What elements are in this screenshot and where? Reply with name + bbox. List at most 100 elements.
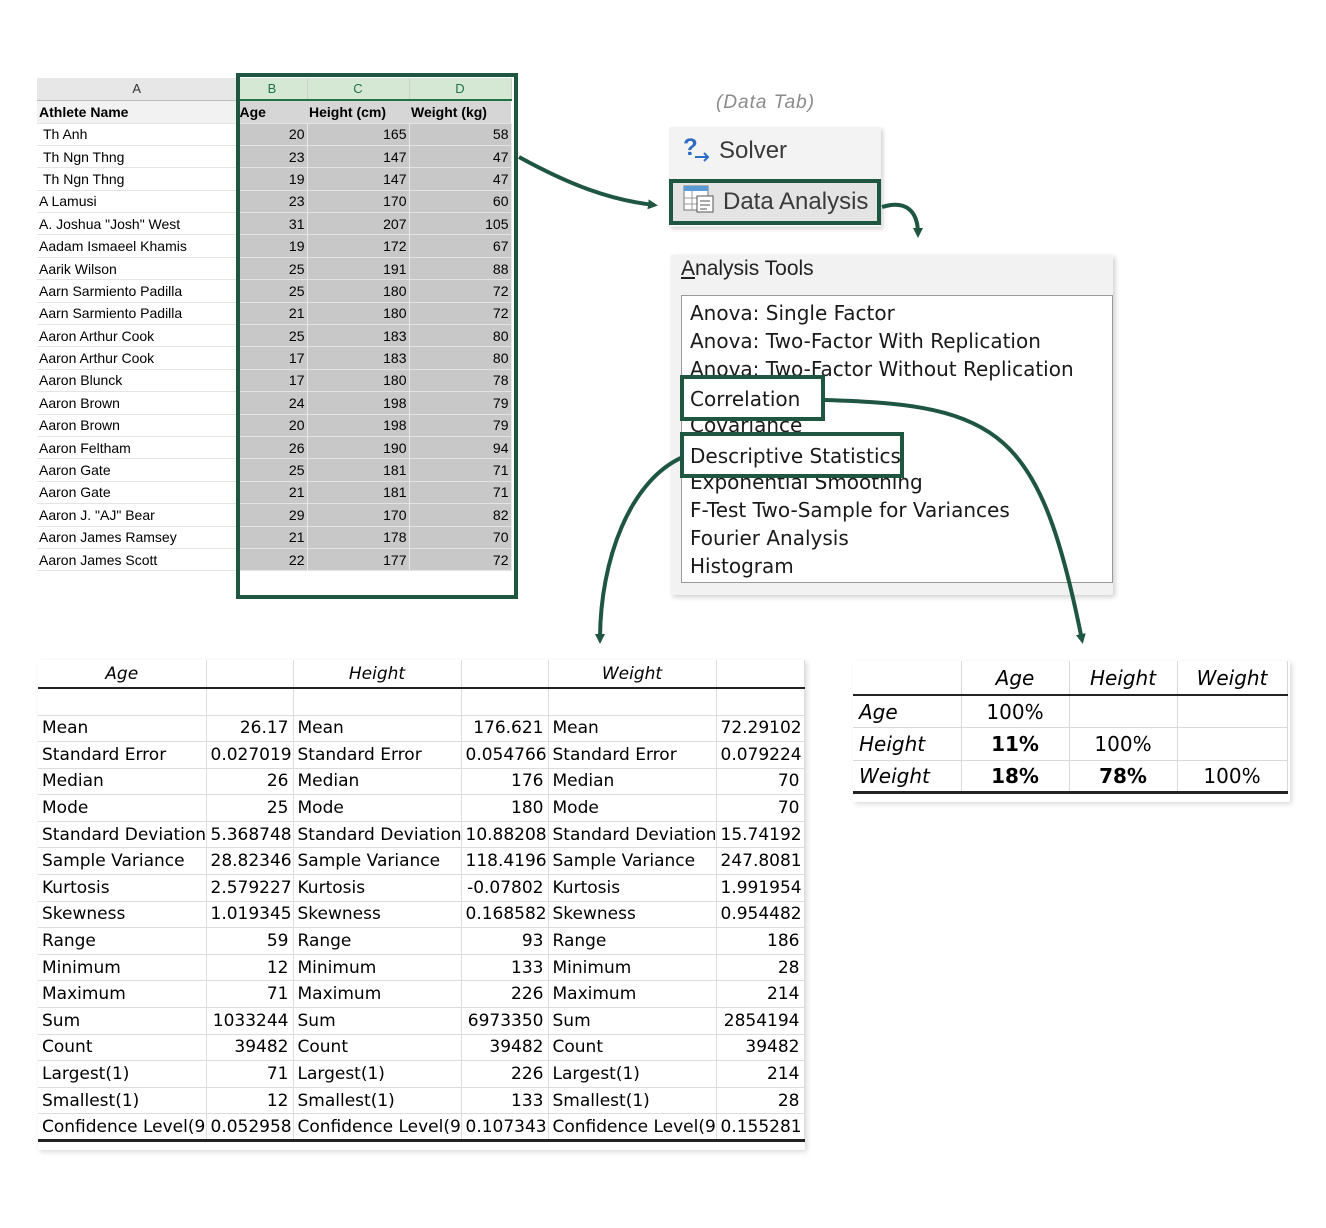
weight-cell[interactable]: 71 — [409, 458, 512, 482]
athlete-name-cell[interactable]: Th Ngn Thng — [37, 145, 238, 169]
athlete-name-cell[interactable]: A Lamusi — [37, 190, 238, 214]
tool-correlation-highlight[interactable]: Correlation — [680, 375, 825, 421]
weight-cell[interactable]: 80 — [409, 324, 512, 348]
tool-fourier-analysis[interactable]: Fourier Analysis — [690, 526, 849, 550]
weight-cell[interactable]: 94 — [409, 436, 512, 460]
age-cell[interactable]: 24 — [237, 391, 308, 415]
athlete-name-cell[interactable]: A. Joshua "Josh" West — [37, 212, 238, 236]
tool-correlation[interactable]: Correlation — [690, 387, 801, 411]
age-cell[interactable]: 25 — [237, 257, 308, 281]
age-cell[interactable]: 23 — [237, 190, 308, 214]
height-cell[interactable]: 198 — [307, 414, 410, 437]
height-cell[interactable]: 172 — [307, 234, 410, 258]
height-cell[interactable]: 147 — [307, 145, 410, 169]
athlete-name-cell[interactable]: Aarn Sarmiento Padilla — [37, 302, 238, 326]
weight-cell[interactable]: 88 — [409, 257, 512, 281]
tool-descriptive-statistics-highlight[interactable]: Descriptive Statistics — [680, 432, 904, 478]
height-cell[interactable]: 181 — [307, 458, 410, 482]
athlete-name-cell[interactable]: Aarik Wilson — [37, 257, 238, 281]
age-cell[interactable]: 23 — [237, 145, 308, 169]
age-cell[interactable]: 17 — [237, 369, 308, 393]
age-cell[interactable]: 21 — [237, 302, 308, 326]
desc-stat-value: 71 — [206, 980, 294, 1009]
athlete-name-cell[interactable]: Aaron Arthur Cook — [37, 324, 238, 348]
athlete-name-cell[interactable]: Aaron Gate — [37, 481, 238, 505]
age-cell[interactable]: 20 — [237, 414, 308, 437]
tool-f-test[interactable]: F-Test Two-Sample for Variances — [690, 498, 1010, 522]
athlete-name-cell[interactable]: Aaron Blunck — [37, 369, 238, 393]
age-cell[interactable]: 17 — [237, 346, 308, 370]
weight-cell[interactable]: 72 — [409, 279, 512, 303]
tool-descriptive-statistics[interactable]: Descriptive Statistics — [690, 444, 901, 468]
header-age[interactable]: Age — [237, 100, 307, 124]
age-cell[interactable]: 20 — [237, 123, 308, 146]
athlete-name-cell[interactable]: Aaron Brown — [37, 391, 238, 415]
age-cell[interactable]: 26 — [237, 436, 308, 460]
age-cell[interactable]: 19 — [237, 234, 308, 258]
athlete-name-cell[interactable]: Aaron Brown — [37, 414, 238, 437]
column-letter-d[interactable]: D — [409, 78, 512, 101]
height-cell[interactable]: 177 — [307, 548, 410, 572]
height-cell[interactable]: 147 — [307, 167, 410, 191]
tool-anova-two-factor-with[interactable]: Anova: Two-Factor With Replication — [690, 329, 1041, 353]
height-cell[interactable]: 180 — [307, 279, 410, 303]
tool-histogram[interactable]: Histogram — [690, 554, 794, 578]
weight-cell[interactable]: 80 — [409, 346, 512, 370]
athlete-name-cell[interactable]: Aaron Gate — [37, 458, 238, 482]
age-cell[interactable]: 19 — [237, 167, 308, 191]
athlete-name-cell[interactable]: Aaron James Scott — [37, 548, 238, 572]
athlete-name-cell[interactable]: Aadam Ismaeel Khamis — [37, 234, 238, 258]
tool-anova-single[interactable]: Anova: Single Factor — [690, 301, 895, 325]
height-cell[interactable]: 165 — [307, 123, 410, 146]
weight-cell[interactable]: 79 — [409, 414, 512, 437]
column-letter-b[interactable]: B — [237, 78, 308, 101]
weight-cell[interactable]: 60 — [409, 190, 512, 214]
header-height[interactable]: Height (cm) — [307, 100, 409, 124]
height-cell[interactable]: 190 — [307, 436, 410, 460]
age-cell[interactable]: 21 — [237, 526, 308, 549]
athlete-name-cell[interactable]: Th Anh — [37, 123, 238, 146]
weight-cell[interactable]: 72 — [409, 302, 512, 326]
height-cell[interactable]: 191 — [307, 257, 410, 281]
weight-cell[interactable]: 72 — [409, 548, 512, 572]
athlete-name-cell[interactable]: Th Ngn Thng — [37, 167, 238, 191]
column-letter-a[interactable]: A — [37, 78, 238, 101]
age-cell[interactable]: 25 — [237, 458, 308, 482]
weight-cell[interactable]: 82 — [409, 503, 512, 527]
weight-cell[interactable]: 67 — [409, 234, 512, 258]
height-cell[interactable]: 180 — [307, 369, 410, 393]
weight-cell[interactable]: 70 — [409, 526, 512, 549]
height-cell[interactable]: 183 — [307, 324, 410, 348]
height-cell[interactable]: 183 — [307, 346, 410, 370]
height-cell[interactable]: 181 — [307, 481, 410, 505]
header-weight[interactable]: Weight (kg) — [409, 100, 511, 124]
weight-cell[interactable]: 105 — [409, 212, 512, 236]
height-cell[interactable]: 170 — [307, 190, 410, 214]
age-cell[interactable]: 21 — [237, 481, 308, 505]
solver-button[interactable]: ? Solver — [681, 131, 787, 171]
athlete-name-cell[interactable]: Aarn Sarmiento Padilla — [37, 279, 238, 303]
age-cell[interactable]: 29 — [237, 503, 308, 527]
athlete-name-cell[interactable]: Aaron Feltham — [37, 436, 238, 460]
age-cell[interactable]: 22 — [237, 548, 308, 572]
weight-cell[interactable]: 78 — [409, 369, 512, 393]
data-analysis-button[interactable]: Data Analysis — [669, 179, 881, 225]
column-letter-c[interactable]: C — [307, 78, 410, 101]
age-cell[interactable]: 25 — [237, 324, 308, 348]
weight-cell[interactable]: 47 — [409, 167, 512, 191]
height-cell[interactable]: 170 — [307, 503, 410, 527]
height-cell[interactable]: 178 — [307, 526, 410, 549]
weight-cell[interactable]: 58 — [409, 123, 512, 146]
height-cell[interactable]: 180 — [307, 302, 410, 326]
athlete-name-cell[interactable]: Aaron James Ramsey — [37, 526, 238, 549]
weight-cell[interactable]: 47 — [409, 145, 512, 169]
age-cell[interactable]: 25 — [237, 279, 308, 303]
age-cell[interactable]: 31 — [237, 212, 308, 236]
header-athlete-name[interactable]: Athlete Name — [37, 100, 238, 124]
height-cell[interactable]: 198 — [307, 391, 410, 415]
height-cell[interactable]: 207 — [307, 212, 410, 236]
weight-cell[interactable]: 79 — [409, 391, 512, 415]
athlete-name-cell[interactable]: Aaron J. "AJ" Bear — [37, 503, 238, 527]
weight-cell[interactable]: 71 — [409, 481, 512, 505]
athlete-name-cell[interactable]: Aaron Arthur Cook — [37, 346, 238, 370]
